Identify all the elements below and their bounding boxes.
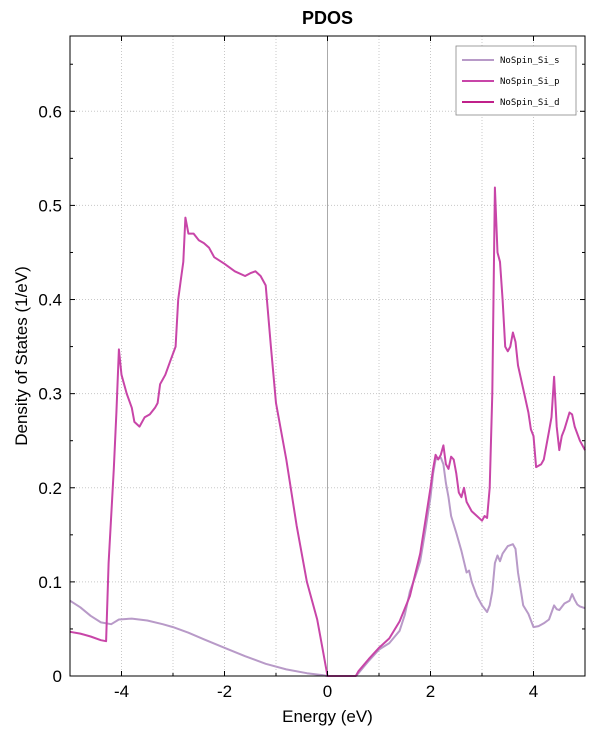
series-line-NoSpin_Si_p: [69, 186, 586, 677]
legend-label: NoSpin_Si_d: [500, 98, 560, 108]
x-tick-label: -4: [114, 682, 129, 701]
y-tick-label: 0.1: [38, 573, 62, 592]
x-tick-label: -2: [217, 682, 232, 701]
x-tick-label: 2: [426, 682, 435, 701]
legend-label: NoSpin_Si_p: [500, 77, 560, 87]
x-tick-label: 4: [529, 682, 538, 701]
legend-label: NoSpin_Si_s: [500, 56, 560, 66]
series-line-NoSpin_Si_s: [69, 456, 586, 677]
y-tick-label: 0: [53, 667, 62, 686]
legend: NoSpin_Si_s NoSpin_Si_p NoSpin_Si_d: [455, 45, 577, 116]
series-lines: [69, 186, 586, 677]
y-tick-label: 0.2: [38, 479, 62, 498]
x-tick-label: 0: [323, 682, 332, 701]
y-tick-label: 0.3: [38, 385, 62, 404]
y-axis-label: Density of States (1/eV): [12, 266, 31, 446]
chart-title: PDOS: [302, 8, 353, 28]
y-tick-label: 0.5: [38, 196, 62, 215]
x-axis-label: Energy (eV): [282, 707, 373, 726]
axis-ticks: -4 -2 0 2 4 0 0.1 0.2 0.3 0.4 0.5 0.6: [38, 36, 586, 701]
y-tick-label: 0.6: [38, 102, 62, 121]
y-tick-label: 0.4: [38, 291, 62, 310]
